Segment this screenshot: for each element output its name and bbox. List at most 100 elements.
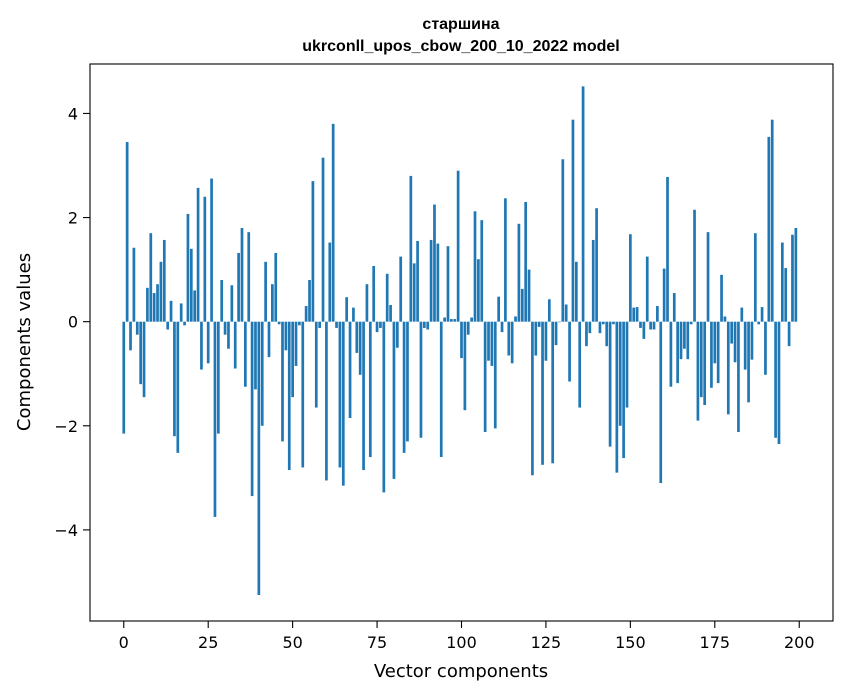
bar: [642, 321, 646, 339]
bar: [615, 321, 619, 473]
bar: [304, 306, 308, 322]
bar: [433, 204, 436, 322]
bar: [791, 234, 794, 322]
bar: [274, 252, 278, 322]
bar: [656, 306, 659, 322]
bar: [666, 176, 669, 322]
bar: [622, 321, 625, 459]
bar: [726, 321, 730, 415]
y-tick-label: −4: [54, 521, 78, 540]
bar: [558, 321, 561, 323]
y-tick-label: −2: [54, 417, 78, 436]
bar: [267, 321, 271, 358]
bar: [416, 240, 419, 322]
x-axis-label: Vector components: [374, 661, 548, 682]
bar: [591, 239, 595, 322]
bar: [264, 261, 267, 322]
bar: [406, 321, 409, 442]
bar: [348, 321, 352, 418]
bar: [230, 285, 234, 322]
bar: [244, 321, 247, 387]
bar: [571, 119, 575, 322]
bars-group: [122, 86, 798, 595]
bar: [240, 227, 244, 322]
bar: [436, 243, 440, 322]
bar: [466, 321, 470, 335]
bar: [321, 157, 325, 322]
bar: [487, 321, 490, 361]
x-tick-label: 75: [367, 633, 387, 652]
bar: [247, 232, 251, 322]
bar: [372, 265, 376, 322]
bar: [706, 232, 710, 322]
bar: [287, 321, 291, 471]
bar: [193, 290, 197, 322]
bar: [504, 198, 507, 322]
y-tick-label: 4: [68, 104, 78, 123]
bar: [132, 247, 136, 322]
bar: [723, 316, 727, 322]
bar: [534, 321, 538, 356]
bar: [740, 307, 744, 322]
bar: [517, 223, 521, 322]
bar: [355, 321, 359, 353]
bar: [618, 321, 622, 426]
x-tick-label: 25: [198, 633, 218, 652]
bar: [314, 321, 318, 408]
bar: [173, 321, 176, 437]
bar: [679, 321, 683, 360]
bar: [301, 321, 305, 468]
bar: [544, 321, 548, 361]
bar: [139, 321, 143, 385]
bar: [345, 297, 349, 322]
bar: [537, 321, 541, 327]
bar: [794, 227, 798, 322]
bar: [699, 321, 703, 398]
bar: [392, 321, 396, 479]
bar: [510, 321, 514, 364]
bar: [237, 252, 240, 322]
bar: [686, 321, 690, 360]
bar: [250, 321, 254, 497]
bar: [693, 209, 696, 322]
bar: [470, 317, 473, 322]
y-tick-label: 2: [68, 209, 78, 228]
bar: [450, 319, 453, 322]
bar: [760, 307, 764, 322]
bar: [595, 208, 598, 322]
bar: [743, 321, 747, 370]
bar: [598, 321, 602, 334]
bar: [189, 248, 193, 322]
bar: [429, 239, 433, 322]
bar: [629, 234, 632, 322]
bar: [186, 213, 190, 322]
bar: [757, 321, 761, 325]
bar: [362, 321, 365, 471]
bar: [365, 284, 369, 322]
bar: [159, 261, 163, 322]
bar: [568, 321, 571, 382]
bar: [780, 242, 784, 322]
bar: [564, 304, 568, 322]
bar: [787, 321, 791, 347]
bar: [574, 261, 578, 322]
x-tick-label: 50: [282, 633, 302, 652]
bar: [456, 170, 460, 322]
bar: [254, 321, 257, 390]
bar: [689, 321, 693, 325]
bar: [146, 287, 149, 322]
bar: [156, 284, 159, 322]
bar: [588, 321, 592, 334]
bar: [531, 321, 534, 476]
bar: [426, 321, 430, 330]
bar: [764, 321, 767, 375]
plot-frame: [89, 63, 834, 622]
bar: [645, 256, 649, 322]
bar: [625, 321, 629, 408]
bar: [561, 159, 565, 322]
bar: [233, 321, 237, 369]
bar: [753, 233, 757, 322]
bar: [331, 123, 335, 322]
bar: [497, 296, 500, 322]
